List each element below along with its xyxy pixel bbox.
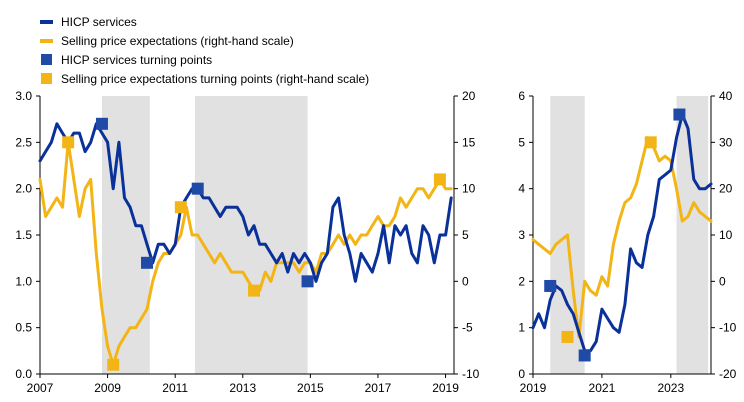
- x-tick-label: 2011: [162, 381, 188, 395]
- shaded-period: [676, 96, 709, 374]
- turning-point-hicp-services: [544, 279, 557, 292]
- y-left-tick-label: 5: [518, 135, 525, 149]
- y-right-tick-label: 20: [462, 89, 476, 103]
- y-left-tick-label: 1.0: [15, 274, 32, 288]
- y-right-tick-label: 30: [719, 135, 733, 149]
- legend-item-hicp-turning-points: HICP services turning points: [40, 50, 369, 69]
- legend-label: Selling price expectations (right-hand s…: [61, 33, 294, 48]
- x-tick-label: 2017: [365, 381, 392, 395]
- y-left-tick-label: 0.0: [15, 367, 32, 381]
- legend-item-selling-price-expectations: Selling price expectations (right-hand s…: [40, 31, 369, 50]
- y-left-tick-label: 1: [518, 321, 525, 335]
- series-line-selling-price-expectations: [531, 136, 713, 339]
- turning-point-hicp-services: [673, 108, 686, 121]
- turning-point-selling-price-expectations: [248, 284, 261, 297]
- legend-item-expectations-turning-points: Selling price expectations turning point…: [40, 69, 369, 88]
- y-right-tick-label: 10: [719, 228, 733, 242]
- y-right-tick-label: 5: [462, 228, 469, 242]
- turning-point-selling-price-expectations: [561, 330, 574, 343]
- legend-label: Selling price expectations turning point…: [61, 71, 370, 86]
- y-left-tick-label: 2.5: [15, 135, 32, 149]
- y-right-tick-label: 20: [719, 182, 733, 196]
- turning-point-hicp-services: [141, 256, 154, 269]
- x-tick-label: 2009: [94, 381, 121, 395]
- y-right-tick-label: 40: [719, 89, 733, 103]
- y-left-tick-label: 0: [518, 367, 525, 381]
- y-right-tick-label: 0: [719, 274, 726, 288]
- x-tick-label: 2019: [520, 381, 547, 395]
- y-right-tick-label: 10: [462, 182, 476, 196]
- series-line-hicp-services: [38, 122, 453, 283]
- legend-label: HICP services: [61, 14, 137, 29]
- turning-point-hicp-services: [301, 275, 314, 288]
- legend-item-hicp-services: HICP services: [40, 12, 369, 31]
- y-left-tick-label: 2: [518, 274, 525, 288]
- shaded-period: [194, 96, 308, 374]
- turning-point-selling-price-expectations: [433, 173, 446, 186]
- y-left-tick-label: 3.0: [15, 89, 32, 103]
- series-line-selling-price-expectations: [38, 140, 453, 367]
- legend-swatch-square-yellow: [41, 73, 52, 84]
- x-tick-label: 2021: [589, 381, 616, 395]
- turning-point-hicp-services: [95, 117, 108, 130]
- y-right-tick-label: -20: [719, 367, 737, 381]
- legend-swatch-square-blue: [41, 54, 52, 65]
- y-right-tick-label: 15: [462, 135, 476, 149]
- turning-point-selling-price-expectations: [107, 358, 120, 371]
- chart-legend: HICP services Selling price expectations…: [40, 12, 369, 88]
- y-right-tick-label: -10: [719, 321, 737, 335]
- legend-swatch-line-blue: [40, 19, 53, 24]
- shaded-period: [101, 96, 150, 374]
- y-right-tick-label: -10: [462, 367, 480, 381]
- x-tick-label: 2007: [27, 381, 54, 395]
- y-left-tick-label: 2.0: [15, 182, 32, 196]
- legend-swatch-line-yellow: [40, 38, 53, 43]
- y-left-tick-label: 0.5: [15, 321, 32, 335]
- y-right-tick-label: 0: [462, 274, 469, 288]
- turning-point-selling-price-expectations: [62, 136, 75, 149]
- turning-point-hicp-services: [578, 349, 591, 362]
- turning-point-selling-price-expectations: [644, 136, 657, 149]
- legend-label: HICP services turning points: [61, 52, 213, 67]
- x-tick-label: 2013: [229, 381, 256, 395]
- y-right-tick-label: -5: [462, 321, 473, 335]
- x-tick-label: 2023: [657, 381, 684, 395]
- y-left-tick-label: 3: [518, 228, 525, 242]
- x-tick-label: 2015: [297, 381, 324, 395]
- x-tick-label: 2019: [432, 381, 459, 395]
- turning-point-selling-price-expectations: [174, 201, 187, 214]
- y-left-tick-label: 4: [518, 182, 525, 196]
- y-left-tick-label: 6: [518, 89, 525, 103]
- turning-point-hicp-services: [191, 182, 204, 195]
- y-left-tick-label: 1.5: [15, 228, 32, 242]
